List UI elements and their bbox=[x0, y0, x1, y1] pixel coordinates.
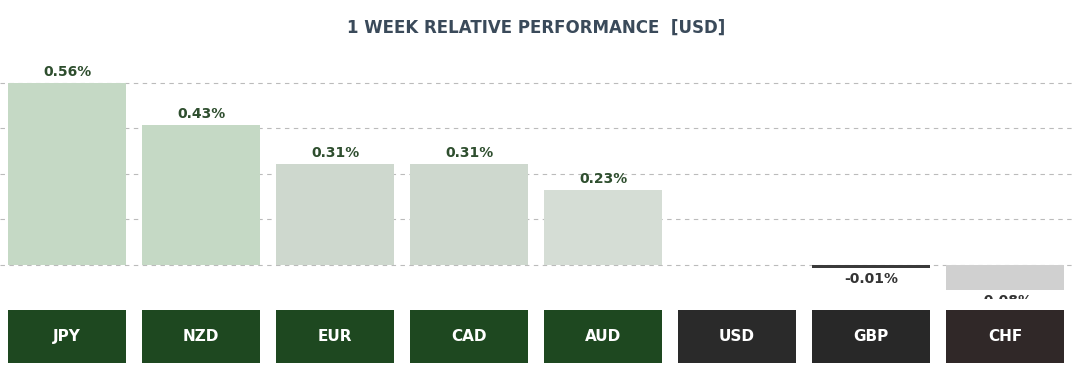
Bar bbox=[410, 164, 528, 264]
Text: JPY: JPY bbox=[53, 329, 81, 344]
Text: USD: USD bbox=[719, 329, 755, 344]
Bar bbox=[8, 83, 126, 264]
FancyBboxPatch shape bbox=[678, 310, 795, 363]
Text: AUD: AUD bbox=[585, 329, 621, 344]
Text: 0.23%: 0.23% bbox=[579, 172, 627, 186]
Text: 0.56%: 0.56% bbox=[43, 65, 91, 79]
Text: GBP: GBP bbox=[853, 329, 889, 344]
FancyBboxPatch shape bbox=[410, 310, 528, 363]
Text: -0.01%: -0.01% bbox=[844, 272, 898, 286]
Bar bbox=[813, 264, 929, 268]
Text: CHF: CHF bbox=[988, 329, 1022, 344]
Text: 0.31%: 0.31% bbox=[445, 146, 493, 160]
Bar bbox=[544, 190, 662, 264]
Bar bbox=[142, 125, 260, 264]
Bar bbox=[277, 164, 394, 264]
FancyBboxPatch shape bbox=[813, 310, 929, 363]
Text: -0.08%: -0.08% bbox=[978, 294, 1032, 308]
Text: CAD: CAD bbox=[451, 329, 487, 344]
Text: NZD: NZD bbox=[183, 329, 219, 344]
FancyBboxPatch shape bbox=[277, 310, 394, 363]
FancyBboxPatch shape bbox=[142, 310, 259, 363]
FancyBboxPatch shape bbox=[8, 310, 126, 363]
FancyBboxPatch shape bbox=[946, 310, 1063, 363]
Text: 0.43%: 0.43% bbox=[177, 107, 225, 121]
Text: 0.31%: 0.31% bbox=[311, 146, 359, 160]
Text: 1 WEEK RELATIVE PERFORMANCE  [USD]: 1 WEEK RELATIVE PERFORMANCE [USD] bbox=[347, 19, 725, 37]
Bar bbox=[946, 264, 1063, 291]
FancyBboxPatch shape bbox=[544, 310, 662, 363]
Text: EUR: EUR bbox=[317, 329, 353, 344]
